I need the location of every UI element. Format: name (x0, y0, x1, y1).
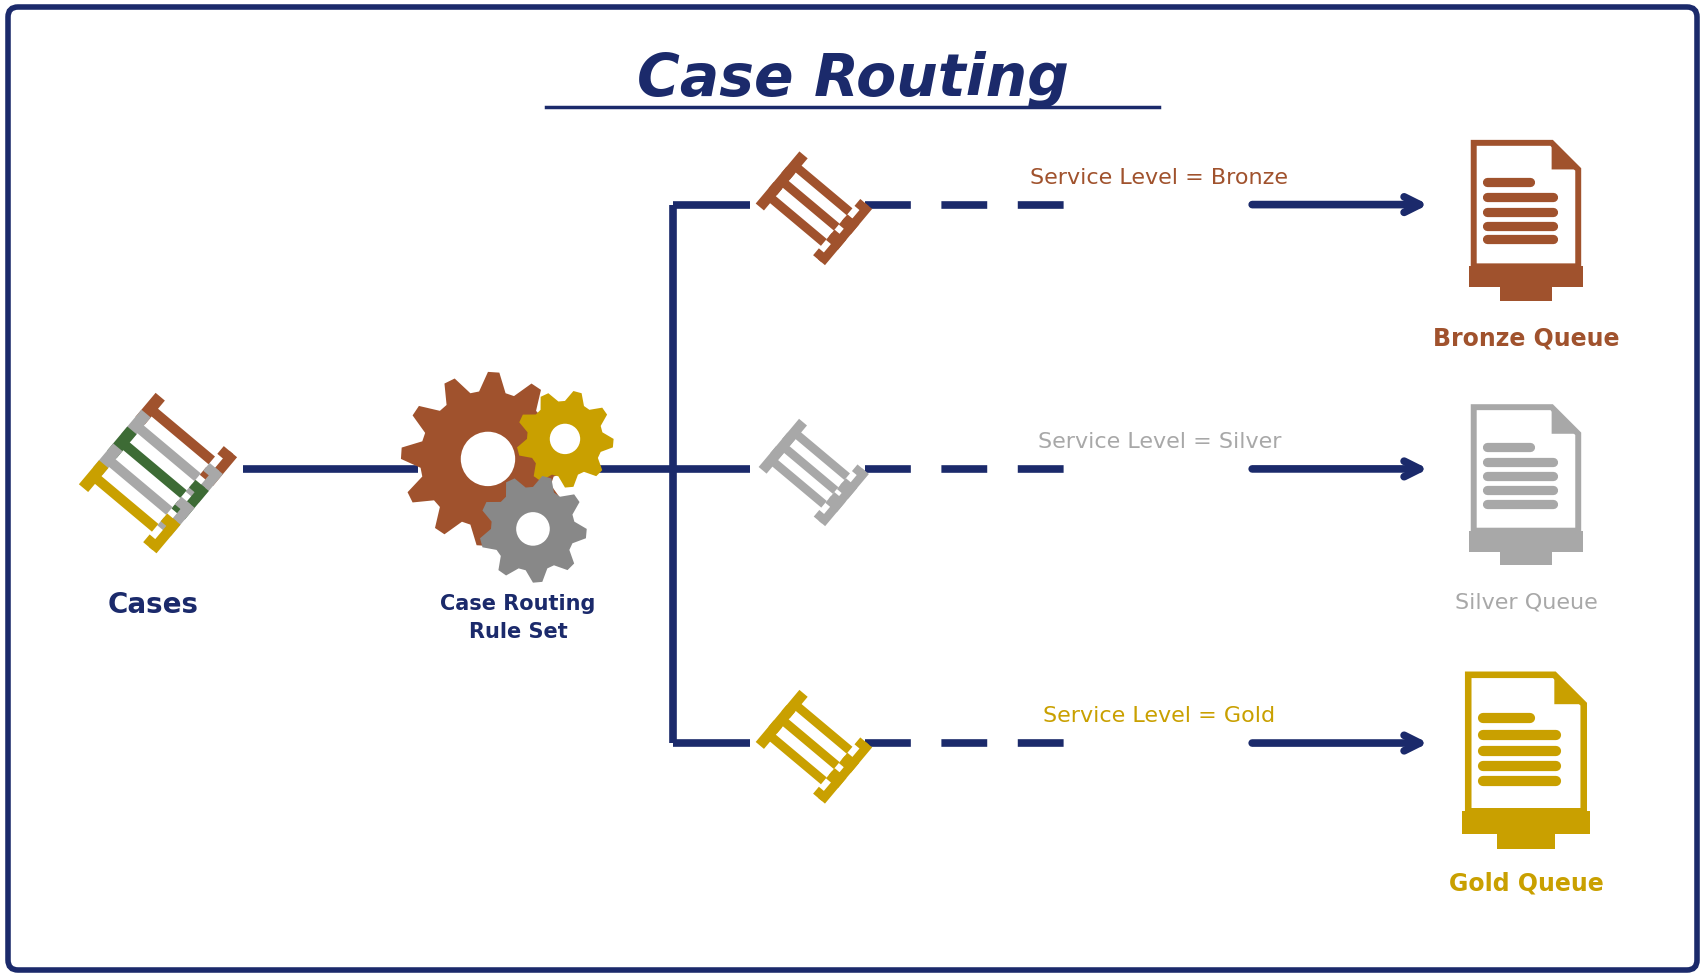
Polygon shape (1552, 144, 1579, 170)
Polygon shape (106, 458, 172, 515)
Polygon shape (818, 773, 846, 804)
Polygon shape (813, 511, 827, 524)
Polygon shape (1468, 675, 1584, 812)
Polygon shape (143, 535, 159, 551)
Text: Case Routing: Case Routing (636, 52, 1069, 109)
Polygon shape (1473, 408, 1579, 531)
Polygon shape (92, 474, 159, 532)
Polygon shape (844, 742, 873, 774)
Polygon shape (830, 219, 859, 250)
Polygon shape (119, 440, 188, 499)
Polygon shape (829, 231, 842, 244)
Polygon shape (755, 721, 783, 749)
Polygon shape (841, 479, 854, 492)
Polygon shape (793, 702, 852, 754)
Polygon shape (829, 493, 842, 506)
Polygon shape (852, 465, 866, 478)
Polygon shape (1552, 408, 1579, 434)
Polygon shape (844, 204, 873, 236)
Polygon shape (781, 717, 839, 770)
Polygon shape (121, 410, 150, 442)
Polygon shape (839, 756, 852, 771)
Text: Cases: Cases (107, 591, 199, 618)
Polygon shape (767, 733, 827, 784)
Polygon shape (148, 518, 181, 554)
Polygon shape (217, 447, 234, 463)
Polygon shape (818, 497, 846, 526)
Polygon shape (781, 445, 839, 494)
Polygon shape (1500, 552, 1552, 565)
Circle shape (549, 424, 580, 455)
Polygon shape (135, 393, 165, 425)
Polygon shape (825, 234, 841, 247)
Polygon shape (176, 497, 191, 512)
Polygon shape (783, 420, 806, 447)
Polygon shape (793, 430, 851, 480)
Polygon shape (842, 215, 856, 229)
Polygon shape (759, 447, 784, 474)
Polygon shape (781, 153, 808, 181)
Polygon shape (1468, 267, 1584, 288)
Polygon shape (769, 459, 827, 509)
Polygon shape (771, 433, 796, 461)
Polygon shape (186, 484, 201, 500)
Polygon shape (842, 469, 870, 499)
Polygon shape (813, 249, 827, 263)
Polygon shape (401, 373, 575, 547)
Polygon shape (781, 690, 808, 719)
Polygon shape (839, 218, 852, 233)
Polygon shape (177, 485, 208, 520)
Polygon shape (517, 391, 614, 488)
Text: Service Level = Bronze: Service Level = Bronze (1030, 167, 1289, 188)
Text: Case Routing
Rule Set: Case Routing Rule Set (440, 594, 595, 642)
Polygon shape (829, 769, 842, 782)
Polygon shape (157, 518, 174, 534)
Polygon shape (1473, 144, 1579, 267)
Text: Service Level = Silver: Service Level = Silver (1038, 431, 1280, 452)
Polygon shape (842, 753, 856, 767)
Circle shape (517, 512, 549, 546)
Polygon shape (189, 480, 205, 496)
Polygon shape (160, 514, 177, 530)
Polygon shape (135, 423, 201, 481)
Polygon shape (854, 200, 870, 214)
Polygon shape (837, 483, 851, 496)
Polygon shape (172, 501, 188, 516)
Polygon shape (164, 502, 194, 537)
Polygon shape (825, 772, 841, 785)
Polygon shape (1463, 812, 1589, 834)
Polygon shape (767, 195, 827, 246)
Polygon shape (199, 467, 215, 483)
Text: Silver Queue: Silver Queue (1454, 592, 1598, 612)
Polygon shape (793, 164, 852, 216)
Polygon shape (769, 167, 795, 196)
Polygon shape (781, 179, 839, 232)
Polygon shape (203, 464, 218, 479)
Polygon shape (769, 705, 795, 734)
Polygon shape (205, 451, 237, 486)
Text: Service Level = Gold: Service Level = Gold (1043, 705, 1275, 726)
Polygon shape (191, 468, 223, 504)
Polygon shape (78, 461, 109, 493)
Polygon shape (830, 757, 859, 788)
Polygon shape (107, 427, 136, 459)
Polygon shape (1497, 834, 1555, 849)
Polygon shape (1468, 531, 1584, 552)
Text: Bronze Queue: Bronze Queue (1432, 326, 1620, 350)
Polygon shape (1555, 675, 1584, 704)
Polygon shape (813, 787, 827, 801)
Polygon shape (481, 476, 587, 583)
Circle shape (460, 432, 515, 487)
Text: Gold Queue: Gold Queue (1449, 870, 1603, 894)
Polygon shape (148, 407, 215, 465)
Polygon shape (94, 444, 123, 475)
Polygon shape (854, 737, 870, 752)
Polygon shape (755, 183, 783, 211)
FancyBboxPatch shape (9, 8, 1696, 970)
Polygon shape (825, 497, 839, 511)
Polygon shape (818, 235, 846, 266)
Polygon shape (1500, 288, 1552, 301)
Polygon shape (830, 483, 858, 512)
